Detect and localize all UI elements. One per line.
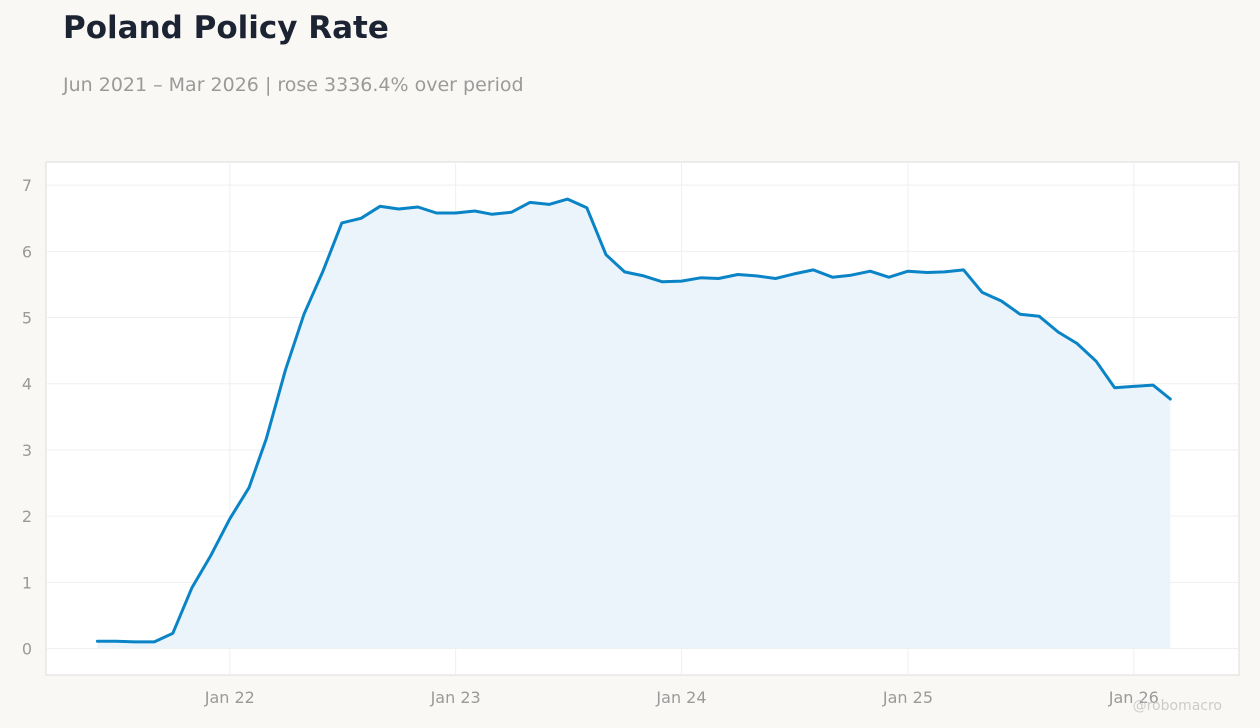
data-point: [473, 209, 477, 213]
data-point: [152, 640, 156, 644]
data-point: [1056, 330, 1060, 334]
data-point: [490, 212, 494, 216]
data-point: [321, 269, 325, 273]
data-point: [434, 211, 438, 215]
chart-title: Poland Policy Rate: [63, 10, 389, 46]
data-point: [284, 368, 288, 372]
data-point: [585, 206, 589, 210]
data-point: [792, 272, 796, 276]
data-point: [190, 586, 194, 590]
y-tick-label: 2: [22, 507, 32, 526]
data-point: [980, 290, 984, 294]
data-point: [925, 271, 929, 275]
series-line: [95, 197, 1172, 644]
data-point: [774, 277, 778, 281]
data-point: [680, 279, 684, 283]
data-point: [811, 268, 815, 272]
data-point: [416, 205, 420, 209]
data-point: [604, 253, 608, 257]
data-point: [1094, 359, 1098, 363]
data-point: [943, 270, 947, 274]
y-tick-label: 5: [22, 309, 32, 328]
data-point: [1075, 341, 1079, 345]
data-point: [228, 517, 232, 521]
data-point: [378, 204, 382, 208]
data-point: [1113, 386, 1117, 390]
y-tick-label: 7: [22, 176, 32, 195]
data-point: [302, 312, 306, 316]
data-point: [566, 197, 570, 201]
data-point: [509, 210, 513, 214]
data-point: [1151, 383, 1155, 387]
data-point: [999, 299, 1003, 303]
data-point: [397, 207, 401, 211]
area-layer: [97, 199, 1171, 649]
y-axis-ticks: 0 1 2 3 4 5 6 7: [22, 176, 32, 658]
data-point: [209, 554, 213, 558]
data-point: [660, 280, 664, 284]
y-tick-label: 4: [22, 375, 32, 394]
data-point: [114, 639, 118, 643]
data-point: [1132, 384, 1136, 388]
data-point: [547, 202, 551, 206]
data-point: [736, 273, 740, 277]
data-point: [133, 640, 137, 644]
data-point: [849, 273, 853, 277]
data-point: [95, 639, 99, 643]
data-point: [264, 437, 268, 441]
data-point: [1018, 312, 1022, 316]
y-tick-label: 6: [22, 242, 32, 261]
data-point: [962, 268, 966, 272]
data-point: [247, 486, 251, 490]
data-point: [887, 275, 891, 279]
data-point: [528, 200, 532, 204]
x-tick-label: Jan 22: [204, 688, 255, 707]
data-point: [717, 277, 721, 281]
y-tick-label: 1: [22, 573, 32, 592]
data-point: [454, 211, 458, 215]
x-tick-label: Jan 26: [1108, 688, 1159, 707]
chart-subtitle: Jun 2021 – Mar 2026 | rose 3336.4% over …: [63, 74, 524, 96]
data-point: [906, 269, 910, 273]
data-point: [831, 275, 835, 279]
data-point: [754, 274, 758, 278]
x-axis-ticks: Jan 22 Jan 23 Jan 24 Jan 25 Jan 26: [204, 688, 1159, 707]
data-point: [171, 631, 175, 635]
data-point: [359, 216, 363, 220]
series-area: [97, 199, 1171, 649]
data-point: [868, 269, 872, 273]
x-tick-label: Jan 24: [655, 688, 706, 707]
data-point: [699, 276, 703, 280]
data-point: [623, 270, 627, 274]
x-tick-label: Jan 25: [882, 688, 933, 707]
y-tick-label: 3: [22, 441, 32, 460]
data-point: [1037, 314, 1041, 318]
line-layer: [95, 197, 1172, 644]
data-point: [642, 274, 646, 278]
y-tick-label: 0: [22, 640, 32, 659]
data-point: [1168, 397, 1172, 401]
data-point: [340, 221, 344, 225]
x-tick-label: Jan 23: [430, 688, 481, 707]
watermark: @robomacro: [1133, 698, 1222, 714]
